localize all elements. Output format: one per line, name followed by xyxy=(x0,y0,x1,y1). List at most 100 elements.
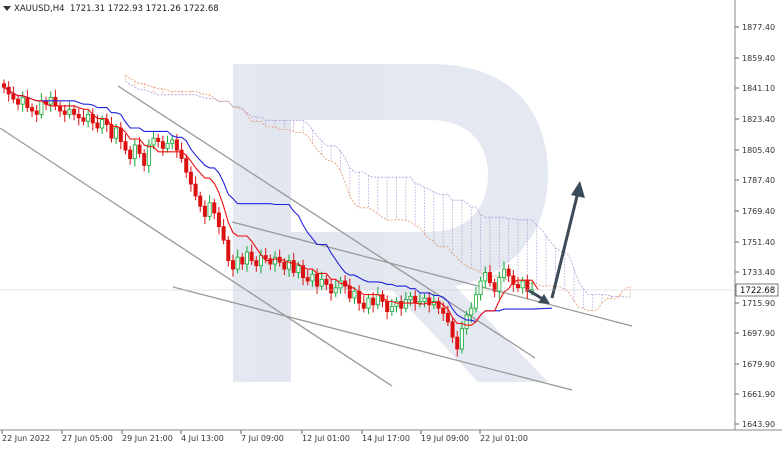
forecast-arrow xyxy=(527,181,585,304)
candle-body xyxy=(53,96,58,107)
candle-body xyxy=(315,273,320,287)
price-tick-label: 1751.40 xyxy=(742,238,775,247)
candle-body xyxy=(160,141,165,149)
candle-body xyxy=(413,295,418,304)
candle-body xyxy=(296,265,301,273)
forecast-arrow-small-head xyxy=(538,294,550,304)
kijun-sen-line xyxy=(3,86,553,323)
candle-body xyxy=(2,83,7,88)
candle-body xyxy=(333,287,338,294)
candle-body xyxy=(492,282,497,292)
forecast-arrow-main-head xyxy=(571,181,585,198)
price-tick-label: 1787.40 xyxy=(742,176,775,185)
candle-body xyxy=(371,297,376,306)
candle-body xyxy=(394,301,399,307)
candle-body xyxy=(216,212,221,228)
price-tick-label: 1805.40 xyxy=(742,146,775,155)
candle-body xyxy=(469,307,474,316)
candle-body xyxy=(212,202,217,214)
candle-body xyxy=(165,142,170,149)
candle-body xyxy=(62,110,67,115)
candle-body xyxy=(399,301,404,309)
candle-body xyxy=(230,260,235,270)
trend-lines xyxy=(0,85,633,391)
candle-body xyxy=(282,261,287,270)
candle-body xyxy=(338,280,343,289)
trend-line-upper-channel xyxy=(117,85,536,359)
candle-body xyxy=(151,137,156,146)
trend-line-lower-channel xyxy=(0,127,393,387)
candle-body xyxy=(16,98,21,105)
time-tick-label: 29 Jun 21:00 xyxy=(122,434,173,443)
candle-body xyxy=(268,258,273,265)
candle-body xyxy=(240,256,245,265)
candle-body xyxy=(445,312,450,323)
candle-body xyxy=(459,328,464,350)
candle-body xyxy=(170,139,175,144)
time-tick-label: 19 Jul 09:00 xyxy=(421,434,469,443)
candle-body xyxy=(301,265,306,279)
candle-body xyxy=(67,108,72,115)
candle-body xyxy=(464,314,469,330)
dropdown-triangle-icon[interactable] xyxy=(3,6,11,11)
candle-body xyxy=(431,301,436,306)
candle-body xyxy=(329,284,334,294)
candle-body xyxy=(25,96,30,108)
price-tick-label: 1661.90 xyxy=(742,390,775,399)
candle-body xyxy=(273,256,278,265)
candle-body xyxy=(357,290,362,304)
price-tick-label: 1877.40 xyxy=(742,23,775,32)
candle-body xyxy=(39,100,44,115)
candlestick-series xyxy=(2,79,535,357)
time-tick-label: 14 Jul 17:00 xyxy=(362,434,410,443)
candle-body xyxy=(506,268,511,277)
candle-body xyxy=(179,149,184,159)
candle-body xyxy=(235,256,240,270)
current-price-label: 1722.68 xyxy=(740,286,775,296)
candle-body xyxy=(347,285,352,299)
candle-body xyxy=(20,96,25,105)
forecast-arrow-main xyxy=(550,191,580,299)
candle-body xyxy=(501,268,506,279)
candle-body xyxy=(193,183,198,197)
candle-body xyxy=(375,294,380,306)
candle-body xyxy=(478,280,483,296)
price-tick-label: 1841.10 xyxy=(742,84,775,93)
candle-body xyxy=(366,297,371,309)
candle-body xyxy=(324,278,329,285)
ohlc-values: 1721.31 1722.93 1721.26 1722.68 xyxy=(69,4,219,14)
price-tick-label: 1769.40 xyxy=(742,207,775,216)
time-axis: 22 Jun 2022 27 Jun 05:00 29 Jun 21:00 4 Jul… xyxy=(1,430,528,443)
candle-body xyxy=(497,277,502,292)
candle-body xyxy=(137,144,142,154)
candle-body xyxy=(319,278,324,287)
candle-body xyxy=(263,255,268,260)
candle-body xyxy=(207,202,212,217)
candle-body xyxy=(156,137,161,142)
candle-body xyxy=(188,171,193,185)
trend-line-resistance xyxy=(231,221,633,327)
candle-body xyxy=(441,307,446,314)
candle-body xyxy=(310,273,315,282)
symbol-label: XAUUSD,H4 xyxy=(14,4,65,14)
candle-body xyxy=(408,295,413,301)
price-tick-label: 1643.90 xyxy=(742,420,775,429)
current-price-label-bg xyxy=(735,283,779,297)
candle-body xyxy=(30,107,35,112)
candle-body xyxy=(114,127,119,139)
candle-body xyxy=(142,153,147,166)
candle-body xyxy=(455,336,460,350)
candle-body xyxy=(361,302,366,309)
candle-body xyxy=(249,251,254,262)
candle-body xyxy=(427,297,432,306)
senkou-span-a-line xyxy=(125,74,631,312)
time-tick-label: 27 Jun 05:00 xyxy=(62,434,113,443)
candle-body xyxy=(221,226,226,241)
candle-body xyxy=(436,301,441,309)
trend-line-support xyxy=(172,286,573,391)
price-tick-label: 1679.90 xyxy=(742,360,775,369)
candle-body xyxy=(417,301,422,304)
candle-body xyxy=(100,119,105,129)
candle-body xyxy=(254,260,259,267)
